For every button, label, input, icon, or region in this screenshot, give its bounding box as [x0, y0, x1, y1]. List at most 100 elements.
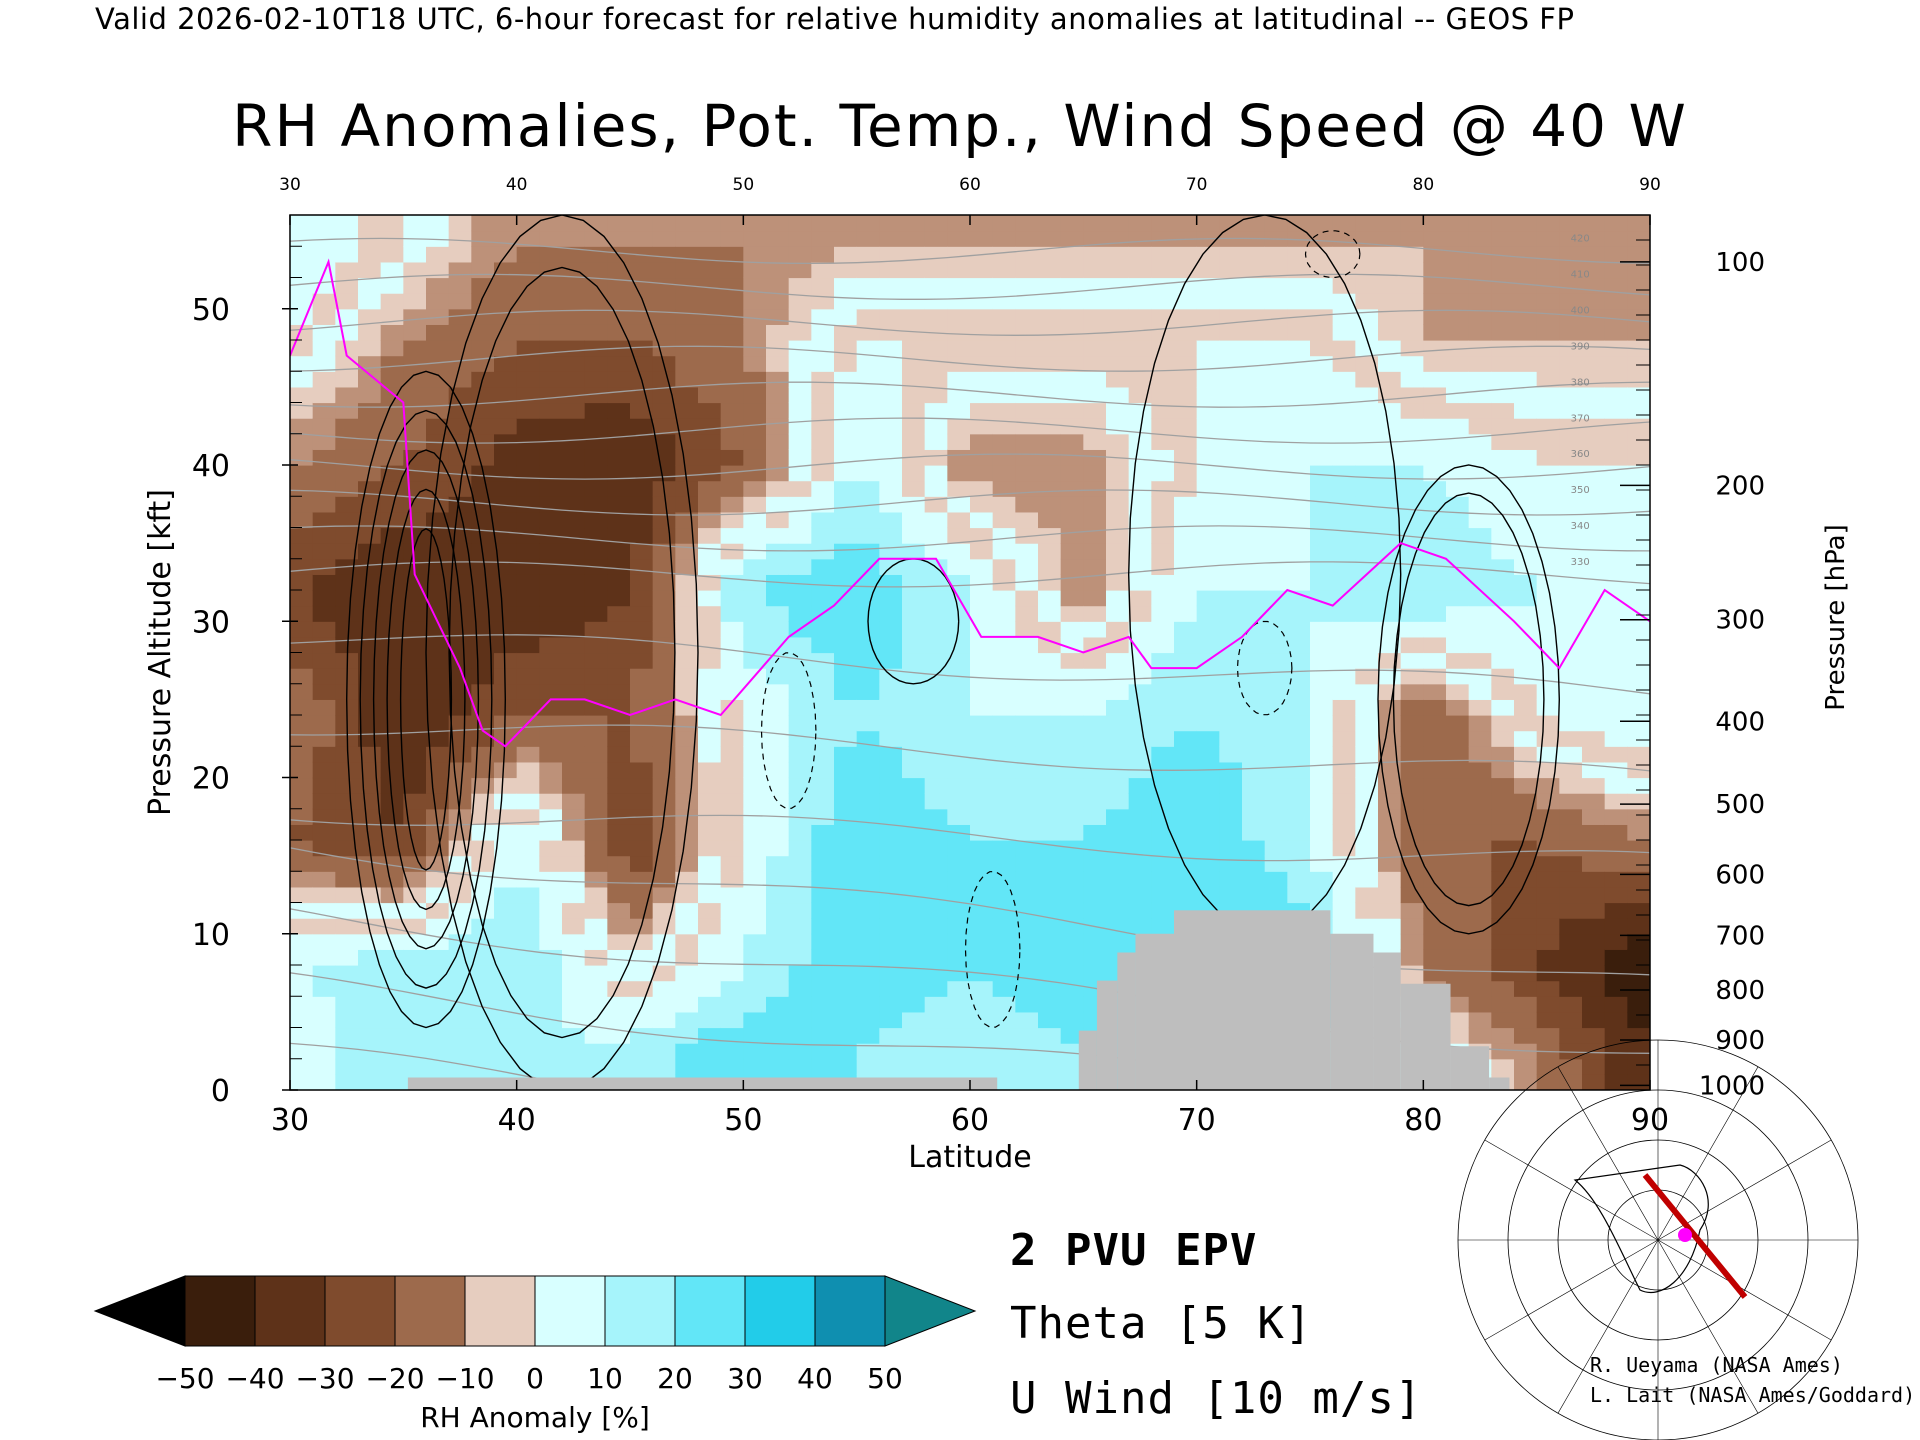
- rh-cell: [539, 636, 563, 654]
- rh-cell: [743, 418, 767, 435]
- colorbar-tick-label: −50: [155, 1362, 214, 1395]
- rh-cell: [403, 590, 427, 607]
- rh-cell: [1491, 1011, 1515, 1029]
- rh-cell: [1355, 418, 1379, 435]
- rh-cell: [562, 511, 586, 529]
- rh-cell: [1491, 511, 1515, 529]
- rh-cell: [834, 949, 858, 966]
- rh-cell: [947, 840, 971, 857]
- rh-cell: [335, 496, 359, 513]
- rh-cell: [1400, 668, 1424, 685]
- rh-cell: [1604, 621, 1628, 638]
- rh-cell: [1536, 730, 1560, 747]
- x-tick-label: 40: [498, 1103, 536, 1138]
- rh-cell: [471, 215, 495, 232]
- rh-cell: [1151, 246, 1175, 263]
- rh-cell: [1514, 902, 1538, 919]
- rh-cell: [1015, 402, 1039, 419]
- rh-cell: [1536, 1058, 1560, 1075]
- rh-cell: [811, 386, 835, 404]
- rh-cell: [675, 886, 699, 904]
- rh-cell: [811, 480, 835, 497]
- rh-cell: [539, 949, 563, 966]
- rh-cell: [1446, 793, 1470, 810]
- rh-cell: [403, 1027, 427, 1044]
- rh-cell: [970, 308, 994, 325]
- rh-cell: [1038, 668, 1062, 685]
- rh-cell: [1536, 996, 1560, 1013]
- rh-cell: [1196, 590, 1220, 607]
- rh-cell: [743, 730, 767, 747]
- rh-cell: [607, 230, 631, 247]
- rh-cell: [1310, 449, 1334, 466]
- rh-cell: [290, 808, 314, 825]
- rh-cell: [539, 730, 563, 747]
- rh-cell: [494, 824, 518, 841]
- rh-cell: [1355, 871, 1379, 888]
- rh-cell: [1060, 996, 1084, 1013]
- rh-cell: [607, 683, 631, 700]
- rh-cell: [471, 480, 495, 497]
- rh-cell: [494, 590, 518, 607]
- rh-cell: [1582, 340, 1606, 357]
- rh-cell: [403, 371, 427, 388]
- rh-cell: [766, 746, 790, 763]
- rh-cell: [743, 527, 767, 544]
- rh-cell: [1627, 340, 1650, 357]
- rh-cell: [834, 621, 858, 638]
- rh-cell: [811, 433, 835, 450]
- rh-cell: [947, 465, 971, 482]
- rh-cell: [652, 746, 676, 763]
- chart-title: RH Anomalies, Pot. Temp., Wind Speed @ 4…: [232, 92, 1688, 160]
- rh-cell: [811, 340, 835, 357]
- rh-cell: [1604, 871, 1628, 888]
- rh-cell: [1627, 793, 1650, 810]
- rh-cell: [924, 449, 948, 466]
- rh-cell: [720, 449, 744, 466]
- rh-cell: [1446, 605, 1470, 622]
- rh-cell: [924, 605, 948, 622]
- rh-cell: [1582, 1058, 1606, 1075]
- rh-cell: [902, 699, 926, 716]
- rh-cell: [1378, 605, 1402, 622]
- rh-cell: [1582, 480, 1606, 497]
- rh-cell: [312, 683, 336, 700]
- rh-cell: [879, 215, 903, 232]
- rh-cell: [1378, 371, 1402, 388]
- rh-cell: [1106, 605, 1130, 622]
- rh-cell: [1264, 855, 1288, 872]
- rh-cell: [947, 215, 971, 232]
- rh-cell: [1310, 793, 1334, 810]
- rh-cell: [992, 605, 1016, 622]
- map-meridian: [1657, 1239, 1832, 1341]
- rh-cell: [1468, 496, 1492, 513]
- rh-cell: [358, 215, 382, 232]
- rh-cell: [1015, 277, 1039, 294]
- rh-cell: [562, 324, 586, 341]
- rh-cell: [879, 636, 903, 654]
- rh-cell: [1378, 918, 1402, 935]
- rh-cell: [448, 730, 472, 747]
- rh-cell: [1174, 433, 1198, 450]
- rh-cell: [1423, 402, 1447, 419]
- rh-cell: [335, 886, 359, 904]
- rh-cell: [1287, 558, 1311, 575]
- theta-contour: [290, 972, 1314, 1090]
- rh-cell: [1128, 449, 1152, 466]
- rh-cell: [1196, 793, 1220, 810]
- rh-cell: [856, 871, 880, 888]
- rh-cell: [539, 668, 563, 685]
- rh-cell: [1015, 605, 1039, 622]
- rh-cell: [1151, 902, 1175, 919]
- rh-cell: [1174, 355, 1198, 372]
- rh-cell: [1559, 277, 1583, 294]
- rh-cell: [403, 777, 427, 794]
- rh-cell: [403, 1058, 427, 1075]
- rh-cell: [698, 730, 722, 747]
- rh-cell: [630, 293, 654, 310]
- rh-cell: [675, 293, 699, 310]
- rh-cell: [1400, 402, 1424, 419]
- rh-cell: [879, 793, 903, 810]
- rh-cell: [607, 418, 631, 435]
- rh-cell: [1559, 793, 1583, 810]
